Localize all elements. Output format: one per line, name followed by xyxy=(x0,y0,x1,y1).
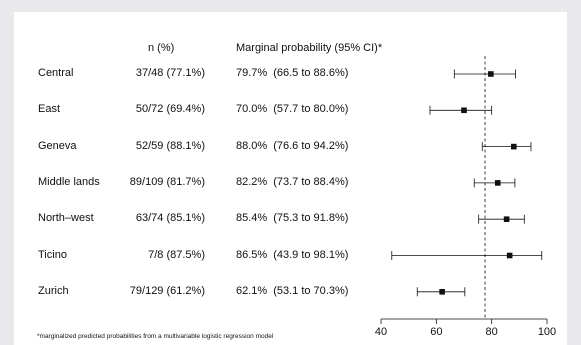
row-region-label: Geneva xyxy=(38,139,77,152)
row-count: 50/72 (69.4%) xyxy=(135,103,205,116)
point-estimate xyxy=(506,252,513,259)
point-estimate xyxy=(439,289,445,295)
row-region-label: Central xyxy=(38,67,74,79)
row-probability: 82.2% (73.7 to 88.4%) xyxy=(236,176,348,188)
row-count: 52/59 (88.1%) xyxy=(135,139,205,152)
point-estimate xyxy=(461,107,467,114)
x-tick-label: 80 xyxy=(486,326,498,338)
x-tick-label: 60 xyxy=(430,326,442,338)
row-ci: (73.7 to 88.4%) xyxy=(273,175,349,188)
row-count: 63/74 (85.1%) xyxy=(135,212,205,225)
row-region-label: North–west xyxy=(38,212,94,225)
row-count: 89/109 (81.7%) xyxy=(129,175,205,188)
row-ci: (75.3 to 91.8%) xyxy=(273,212,349,225)
point-estimate xyxy=(511,143,517,150)
row-probability: 88.0% (76.6 to 94.2%) xyxy=(236,140,348,152)
row-region-label: Zurich xyxy=(38,284,69,297)
row-probability: 70.0% (57.7 to 80.0%) xyxy=(236,103,348,115)
forest-plot-figure: n (%) Marginal probability (95% CI)* Cen… xyxy=(14,12,567,345)
row-ci: (66.5 to 88.6%) xyxy=(273,67,349,79)
row-region-label: East xyxy=(38,103,61,116)
row-ci: (57.7 to 80.0%) xyxy=(273,103,349,116)
row-probability: 85.4% (75.3 to 91.8%) xyxy=(236,212,348,224)
row-probability-value: 79.7% xyxy=(236,67,268,79)
row-ci: (76.6 to 94.2%) xyxy=(273,139,349,152)
row-count: 79/129 (61.2%) xyxy=(129,284,205,297)
row-region-label: Ticino xyxy=(38,248,67,261)
row-probability-value: 62.1% xyxy=(236,284,268,297)
row-region-label: Middle lands xyxy=(38,175,100,188)
row-count: 37/48 (77.1%) xyxy=(135,67,205,79)
point-estimate xyxy=(503,216,510,222)
x-tick-label: 40 xyxy=(375,326,387,338)
forest-plot: 40 60 80 100 xyxy=(375,56,556,338)
column-header-n: n (%) xyxy=(148,42,175,54)
row-probability-value: 85.4% xyxy=(236,212,268,225)
column-header-probability: Marginal probability (95% CI)* xyxy=(236,42,383,54)
footnote: *marginalized predicted probabilities fr… xyxy=(37,333,274,340)
row-probability-value: 86.5% xyxy=(236,248,268,261)
row-probability-value: 88.0% xyxy=(236,139,268,152)
row-probability-value: 70.0% xyxy=(236,103,268,116)
point-estimate xyxy=(488,71,494,77)
row-ci: (53.1 to 70.3%) xyxy=(273,284,349,297)
x-tick-label: 100 xyxy=(538,326,556,338)
row-probability: 79.7% (66.5 to 88.6%) xyxy=(236,67,348,79)
row-probability-value: 82.2% xyxy=(236,175,268,188)
point-estimate xyxy=(494,180,501,186)
row-probability: 62.1% (53.1 to 70.3%) xyxy=(236,285,348,297)
row-ci: (43.9 to 98.1%) xyxy=(273,248,349,261)
row-count: 7/8 (87.5%) xyxy=(148,248,205,261)
row-probability: 86.5% (43.9 to 98.1%) xyxy=(236,249,348,261)
